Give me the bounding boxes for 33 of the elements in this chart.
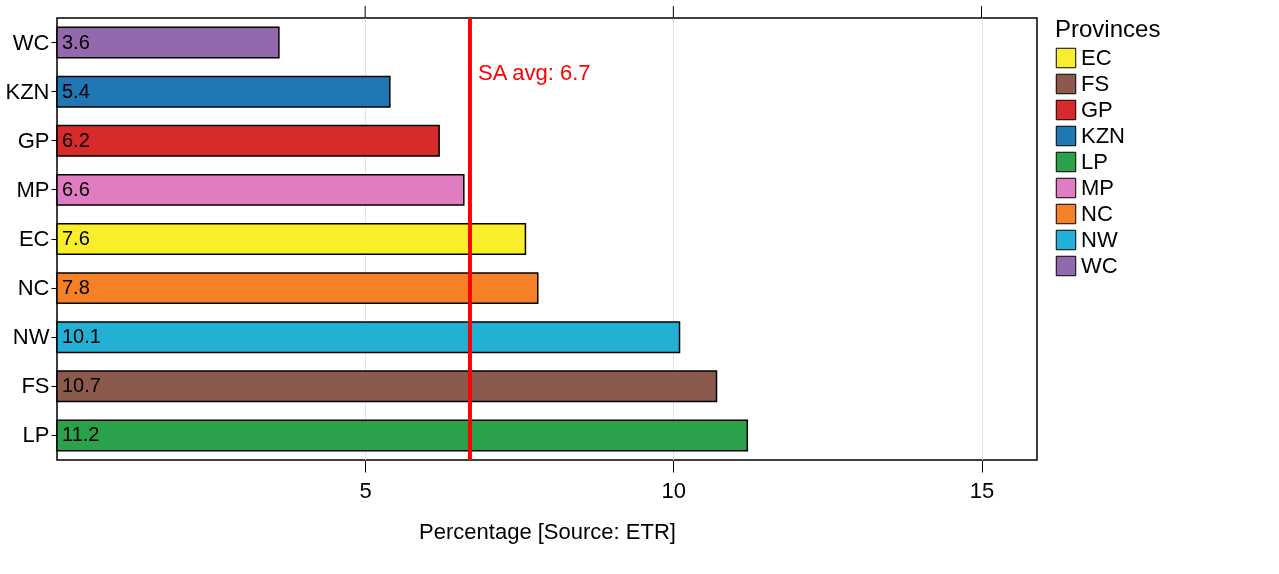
legend-label: FS bbox=[1081, 71, 1110, 96]
y-tick-label: NC bbox=[17, 275, 50, 301]
x-tick-label: 15 bbox=[969, 477, 995, 503]
data-label: 10.1 bbox=[62, 325, 101, 348]
legend-label: MP bbox=[1081, 175, 1114, 200]
y-tick-label: NW bbox=[12, 324, 50, 350]
data-label: 7.8 bbox=[62, 276, 90, 299]
data-label: 10.7 bbox=[62, 374, 101, 397]
y-tick-label: MP bbox=[16, 176, 50, 202]
legend-label: LP bbox=[1081, 149, 1108, 174]
legend-label: NC bbox=[1081, 201, 1113, 226]
ref-line-label: SA avg: 6.7 bbox=[477, 60, 591, 85]
legend-label: GP bbox=[1081, 97, 1113, 122]
x-axis-title: Percentage [Source: ETR] bbox=[419, 518, 676, 544]
data-label: 7.6 bbox=[62, 227, 90, 249]
data-label: 6.6 bbox=[62, 177, 90, 200]
y-tick-label: KZN bbox=[5, 78, 50, 104]
data-label: 3.6 bbox=[62, 30, 90, 53]
legend-label: WC bbox=[1081, 253, 1118, 278]
x-tick-label: 5 bbox=[359, 477, 372, 503]
y-tick-label: FS bbox=[21, 373, 50, 399]
data-label: 6.2 bbox=[62, 128, 90, 151]
data-label: 5.4 bbox=[62, 79, 90, 102]
y-tick-label: LP bbox=[22, 422, 50, 448]
legend-label: NW bbox=[1081, 227, 1118, 252]
y-tick-label: WC bbox=[12, 29, 50, 55]
data-label: 11.2 bbox=[62, 423, 100, 446]
legend-title: Provinces bbox=[1055, 15, 1161, 42]
y-tick-label: EC bbox=[18, 226, 50, 251]
legend-label: KZN bbox=[1081, 123, 1125, 148]
x-tick-label: 10 bbox=[661, 477, 687, 503]
y-tick-label: GP bbox=[17, 127, 50, 153]
legend-label: EC bbox=[1081, 45, 1112, 70]
